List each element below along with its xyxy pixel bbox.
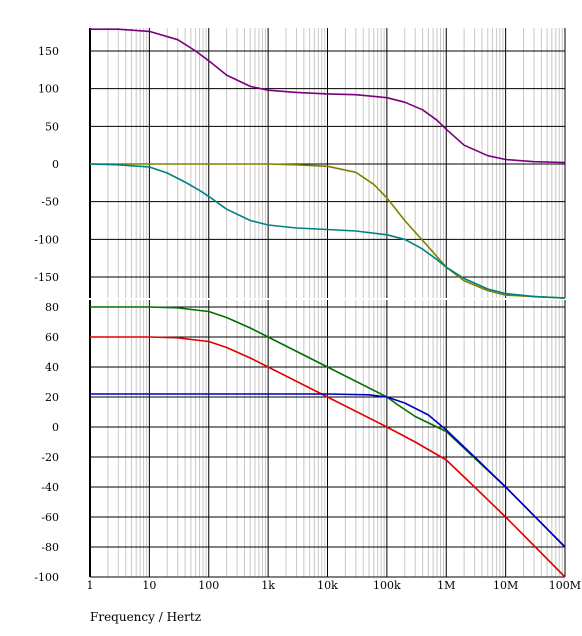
y-tick-label: -150 xyxy=(34,271,59,284)
y-tick-label: -20 xyxy=(41,451,59,464)
y-tick-label: 100 xyxy=(38,83,59,96)
x-tick-label: 100M xyxy=(549,579,581,592)
y-tick-label: -50 xyxy=(41,196,59,209)
series-line-0 xyxy=(90,306,566,548)
series-line-1 xyxy=(90,336,566,578)
y-tick-label: 0 xyxy=(52,158,59,171)
x-tick-label: 1 xyxy=(87,579,94,592)
phase-panel: 150 100 50 0 -50 -100 -150 xyxy=(34,28,566,299)
magnitude-panel: 80 60 40 20 0 -20 -40 -60 -80 -100 1 10 100 1k 10k 100k… xyxy=(34,300,581,592)
x-tick-label: 100 xyxy=(198,579,219,592)
x-tick-label: 10k xyxy=(317,579,338,592)
x-tick-label: 100k xyxy=(373,579,401,592)
y-tick-label: 60 xyxy=(45,331,59,344)
series-line-0 xyxy=(90,28,566,164)
x-tick-label: 1M xyxy=(437,579,455,592)
y-tick-label: -60 xyxy=(41,511,59,524)
y-tick-label: 40 xyxy=(45,361,59,374)
y-tick-label: 80 xyxy=(45,301,59,314)
x-axis-label: Frequency / Hertz xyxy=(90,610,201,624)
y-tick-label: -100 xyxy=(34,233,59,246)
y-tick-label: 0 xyxy=(52,421,59,434)
series-line-2 xyxy=(89,163,566,299)
y-tick-label: 150 xyxy=(38,45,59,58)
y-tick-label: -100 xyxy=(34,571,59,584)
series-line-1 xyxy=(90,163,566,299)
x-tick-label: 10M xyxy=(493,579,518,592)
y-tick-label: 20 xyxy=(45,391,59,404)
series-line-2 xyxy=(90,393,566,548)
y-tick-label: -80 xyxy=(41,541,59,554)
x-tick-label: 10 xyxy=(142,579,156,592)
x-tick-label: 1k xyxy=(261,579,275,592)
y-tick-label: -40 xyxy=(41,481,59,494)
y-tick-label: 50 xyxy=(45,120,59,133)
